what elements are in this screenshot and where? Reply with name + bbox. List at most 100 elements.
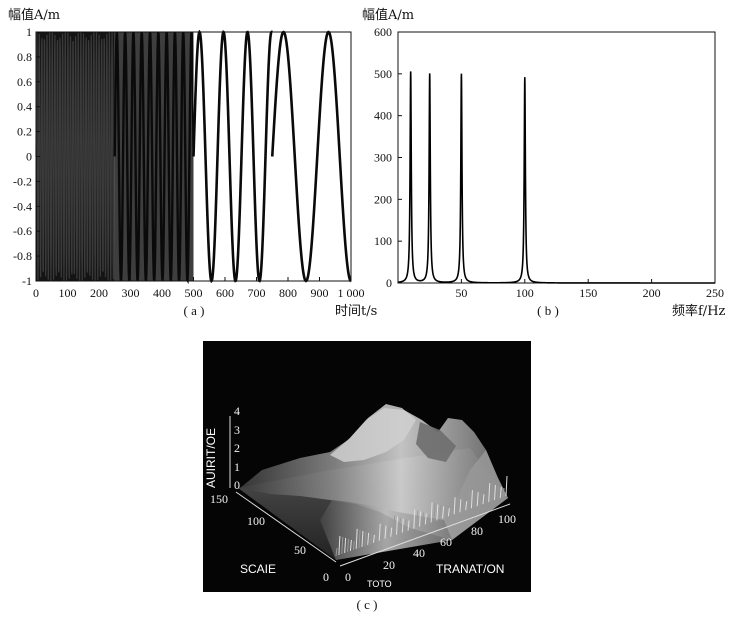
panel-c-x-tick: 40	[413, 546, 425, 560]
surface-spike	[364, 531, 367, 546]
surface-spike	[447, 508, 450, 517]
a-x-tick-label: 300	[122, 286, 140, 300]
b-y-tick-label: 300	[374, 151, 392, 165]
panel-b-x-ticks: 50 100 150 200 250	[455, 279, 724, 300]
surface-valley	[416, 422, 456, 462]
a-x-tick-label: 900	[311, 286, 329, 300]
panel-b-ylabel: 幅值A/m	[362, 7, 414, 23]
b-x-tick-label: 100	[516, 286, 534, 300]
surface-spike	[470, 490, 473, 509]
panel-b-caption: ( b )	[537, 303, 559, 318]
a-y-tick-label: -0.8	[13, 249, 32, 263]
panel-c-x-sublabel: TOTO	[367, 579, 392, 589]
panel-c-x-tick: 0	[345, 570, 351, 584]
panel-c-y-axis	[235, 491, 337, 563]
surface-spike	[502, 487, 505, 498]
surface-spike	[482, 494, 485, 505]
surface-spike	[361, 530, 364, 547]
panel-b-frame	[397, 31, 716, 284]
a-x-tick-label: 700	[248, 286, 266, 300]
a-x-tick-label: 0	[33, 286, 39, 300]
surface-spike	[355, 528, 358, 549]
b-y-tick-label: 100	[374, 234, 392, 248]
surface-spike	[476, 492, 479, 507]
panel-c-ylabel: SCAIE	[240, 562, 276, 576]
a-y-tick-label: 0.4	[17, 100, 32, 114]
panel-a-ylabel: 幅值A/m	[8, 7, 60, 23]
panel-c-z-tick: 2	[234, 441, 240, 455]
panel-c-x-tick: 60	[440, 535, 452, 549]
surface-spike	[393, 515, 396, 536]
surface-spike	[430, 502, 433, 523]
b-x-tick-label: 200	[643, 286, 661, 300]
a-x-tick-label: 500	[185, 286, 203, 300]
panel-c: AUIRIT/OE 4 3 2 1 0 150 100 50 0 SCAIE 0…	[203, 341, 531, 612]
surface-peak	[330, 404, 416, 462]
surface-spike	[450, 496, 453, 516]
surface-spike	[384, 525, 387, 539]
a-x-tick-label: 100	[59, 286, 77, 300]
surface-spike	[352, 540, 355, 550]
surface-spike	[390, 527, 393, 537]
surface-spike	[499, 486, 502, 499]
surface-spike	[473, 491, 476, 508]
panel-c-y-tick: 50	[294, 543, 306, 557]
surface-spike	[396, 516, 399, 535]
surface-spike	[491, 484, 494, 502]
panel-c-x-tick: 20	[383, 558, 395, 572]
panel-a-xlabel: 时间t/s	[335, 304, 377, 319]
surface-spike	[444, 507, 447, 518]
signal-line-100hz	[35, 32, 116, 282]
b-x-tick-label: 250	[706, 286, 724, 300]
surface-spike	[453, 497, 456, 515]
panel-c-z-tick: 3	[234, 423, 240, 437]
surface-spike	[398, 517, 401, 534]
signal-line-25hz	[192, 29, 274, 284]
panel-c-z-tick: 0	[234, 478, 240, 492]
surface-spike	[335, 547, 338, 557]
surface-spike	[439, 505, 442, 520]
a-y-tick-label: 0	[26, 150, 32, 164]
surface-spike	[433, 503, 436, 522]
a-y-tick-label: 0.8	[17, 50, 32, 64]
panel-a: 幅值A/m 0 100 200 300 400 500 600 700 800 900 1 000 …	[8, 7, 377, 319]
panel-c-y-tick: 0	[323, 570, 329, 584]
panel-b-y-ticks: 600 500 400 300 200 100 0	[374, 25, 402, 290]
b-x-tick-label: 50	[455, 286, 467, 300]
a-x-tick-label: 1 000	[338, 286, 365, 300]
surface-spike	[465, 501, 468, 511]
panel-c-x-tick: 80	[471, 524, 483, 538]
surface-spike	[338, 535, 341, 556]
signal-line-10hz	[270, 30, 352, 283]
signal-line-50hz	[113, 31, 195, 285]
surface-spike	[505, 475, 508, 497]
surface-spike	[424, 513, 427, 525]
surface-spike	[341, 536, 344, 554]
surface-spike	[372, 534, 375, 543]
panel-a-caption: ( a )	[184, 303, 205, 318]
surface-spike	[370, 533, 373, 544]
surface-spike	[442, 506, 445, 519]
panel-a-y-ticks: 1 0.8 0.6 0.4 0.2 0 -0.2 -0.4 -0.6 -0.8 -1	[13, 25, 40, 288]
surface-spike	[378, 523, 381, 541]
b-y-tick-label: 400	[374, 109, 392, 123]
a-x-tick-label: 200	[90, 286, 108, 300]
a-y-tick-label: 0.6	[17, 75, 32, 89]
surface-spike	[404, 519, 407, 532]
surface-spike	[468, 489, 471, 510]
panel-a-x-ticks: 0 100 200 300 400 500 600 700 800 900 1 000	[33, 277, 365, 300]
surface-spike	[375, 522, 378, 542]
a-x-tick-label: 800	[279, 286, 297, 300]
b-x-tick-label: 150	[579, 286, 597, 300]
surface-spike	[347, 538, 350, 552]
panel-c-y-tick: 100	[247, 514, 265, 528]
panel-b-spectrum-line	[397, 71, 715, 284]
panel-c-caption: ( c )	[357, 597, 378, 612]
surface-spike	[413, 509, 416, 529]
panel-b-xlabel: 频率f/Hz	[672, 303, 726, 319]
panel-c-x-axis	[339, 503, 511, 567]
surface-spike	[421, 512, 424, 526]
a-y-tick-label: 1	[26, 25, 32, 39]
surface-spike	[410, 521, 413, 530]
